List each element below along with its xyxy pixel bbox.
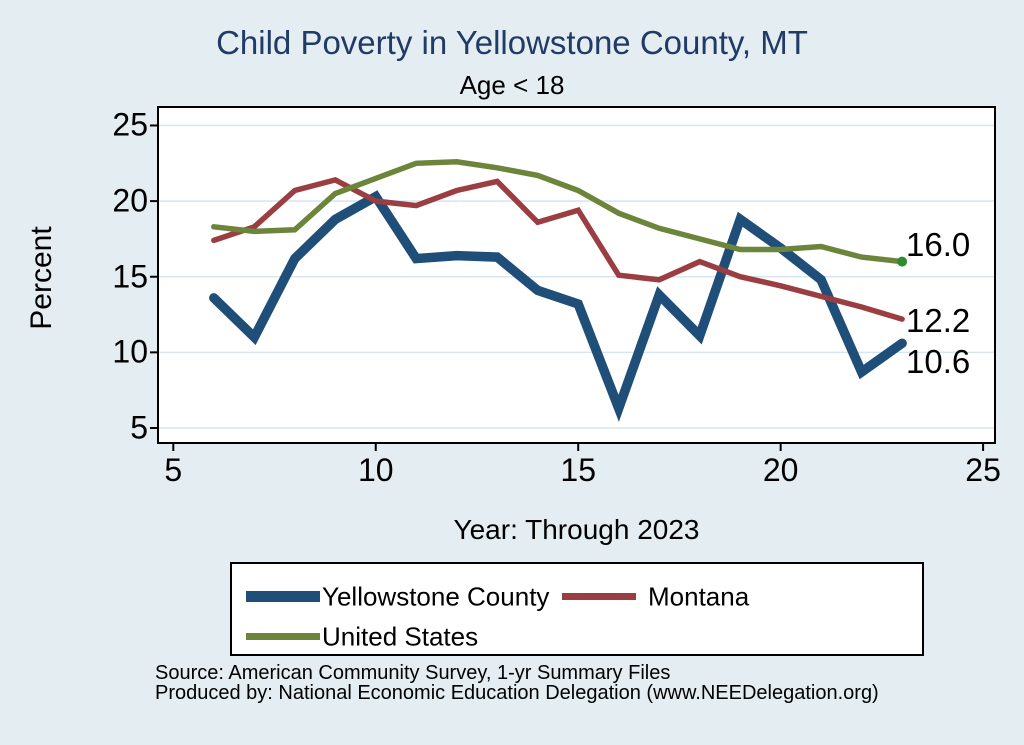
- end-label-yellowstone-county: 10.6: [906, 343, 971, 381]
- x-tick-label-5: 5: [164, 452, 183, 488]
- chart-subtitle: Age < 18: [459, 70, 565, 100]
- line-series-united-states: [211, 159, 905, 265]
- legend-label-united-states: United States: [322, 621, 479, 652]
- producer-line: Produced by: National Economic Education…: [155, 682, 879, 704]
- x-tick-label-15: 15: [560, 452, 596, 488]
- y-tick-label-20: 20: [112, 182, 148, 219]
- end-label-united-states: 16.0: [906, 225, 971, 263]
- end-label-montana: 12.2: [906, 302, 971, 340]
- y-tick-label-10: 10: [112, 333, 148, 370]
- x-tick-label-20: 20: [762, 452, 799, 488]
- x-tick-label-25: 25: [965, 452, 1001, 488]
- source-line: Source: American Community Survey, 1-yr …: [155, 662, 671, 684]
- legend-swatch-montana: [562, 593, 636, 600]
- line-series-yellowstone-county: [209, 190, 907, 422]
- end-dot-united-states: [897, 256, 908, 267]
- x-axis-title: Year: Through 2023: [453, 514, 700, 545]
- source-note: Source: American Community Survey, 1-yr …: [155, 663, 879, 703]
- y-tick-label-25: 25: [112, 106, 148, 143]
- y-tick-label-5: 5: [130, 409, 148, 446]
- x-tick-label-10: 10: [357, 452, 394, 488]
- plot-background: [158, 107, 995, 443]
- plot-border: [157, 106, 996, 444]
- line-series-montana: [211, 176, 905, 322]
- plot-area: [150, 106, 996, 451]
- legend-swatch-yellowstone-county: [246, 591, 320, 602]
- y-tick-label-15: 15: [112, 258, 148, 295]
- legend-swatch-united-states: [246, 633, 320, 640]
- legend-label-montana: Montana: [648, 581, 750, 612]
- chart-title: Child Poverty in Yellowstone County, MT: [216, 24, 808, 61]
- legend-label-yellowstone-county: Yellowstone County: [322, 581, 550, 612]
- legend-box: Yellowstone County Montana United States: [230, 562, 924, 656]
